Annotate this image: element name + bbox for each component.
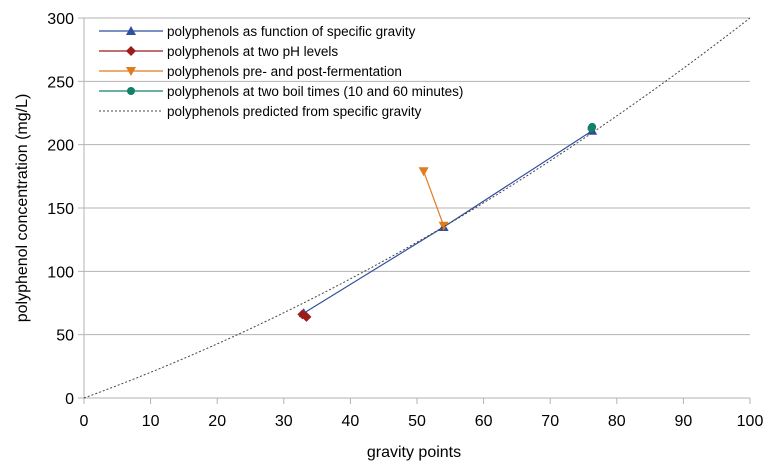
x-tick-label-20: 20 [208, 413, 226, 430]
legend-item-4: polyphenols predicted from specific grav… [99, 104, 422, 119]
legend-item-1: polyphenols at two pH levels [99, 44, 338, 59]
x-tick-label-30: 30 [275, 413, 293, 430]
legend-marker-3 [127, 87, 135, 95]
x-tick-label-80: 80 [608, 413, 626, 430]
legend-item-2: polyphenols pre- and post-fermentation [99, 64, 402, 79]
series-2-line [423, 171, 445, 226]
series-4-curve [83, 17, 751, 399]
series-2-point-0 [418, 167, 429, 177]
legend-item-0: polyphenols as function of specific grav… [99, 24, 416, 39]
legend-label-1: polyphenols at two pH levels [167, 44, 338, 59]
x-axis-title: gravity points [367, 444, 461, 461]
legend-item-3: polyphenols at two boil times (10 and 60… [99, 84, 463, 99]
legend-label-2: polyphenols pre- and post-fermentation [167, 64, 402, 79]
series-0 [298, 125, 598, 318]
y-tick-label-150: 150 [47, 201, 74, 218]
x-tick-label-50: 50 [408, 413, 426, 430]
y-tick-label-100: 100 [47, 264, 74, 281]
x-tick-label-60: 60 [475, 413, 493, 430]
legend-marker-2 [126, 67, 136, 76]
series-layer [83, 17, 751, 399]
legend: polyphenols as function of specific grav… [99, 24, 463, 119]
series-3-point-1 [588, 122, 597, 131]
series-2-point-1 [438, 221, 449, 231]
legend-marker-0 [126, 26, 136, 35]
x-tick-label-40: 40 [342, 413, 360, 430]
axes [78, 17, 751, 404]
legend-marker-1 [126, 46, 136, 56]
y-tick-label-200: 200 [47, 138, 74, 155]
legend-label-4: polyphenols predicted from specific grav… [167, 104, 422, 119]
x-tick-label-0: 0 [80, 413, 89, 430]
x-tick-label-10: 10 [142, 413, 160, 430]
series-2 [418, 167, 449, 231]
y-tick-label-250: 250 [47, 74, 74, 91]
grid-lines [84, 17, 750, 336]
series-1 [297, 309, 312, 322]
legend-label-3: polyphenols at two boil times (10 and 60… [167, 84, 463, 99]
y-tick-label-0: 0 [65, 391, 74, 408]
y-tick-label-300: 300 [47, 11, 74, 28]
y-tick-label-50: 50 [56, 328, 74, 345]
series-3 [587, 122, 597, 133]
tick-labels: 0 50 100 150 200 250 300 0 10 20 30 40 50 60 70 80 90 100 [47, 11, 763, 430]
x-tick-label-90: 90 [675, 413, 693, 430]
x-tick-label-70: 70 [541, 413, 559, 430]
series-1-point-1 [301, 311, 312, 322]
y-axis-title: polyphenol concentration (mg/L) [14, 94, 31, 323]
series-4 [83, 17, 751, 399]
x-tick-label-100: 100 [737, 413, 764, 430]
legend-label-0: polyphenols as function of specific grav… [167, 24, 416, 39]
